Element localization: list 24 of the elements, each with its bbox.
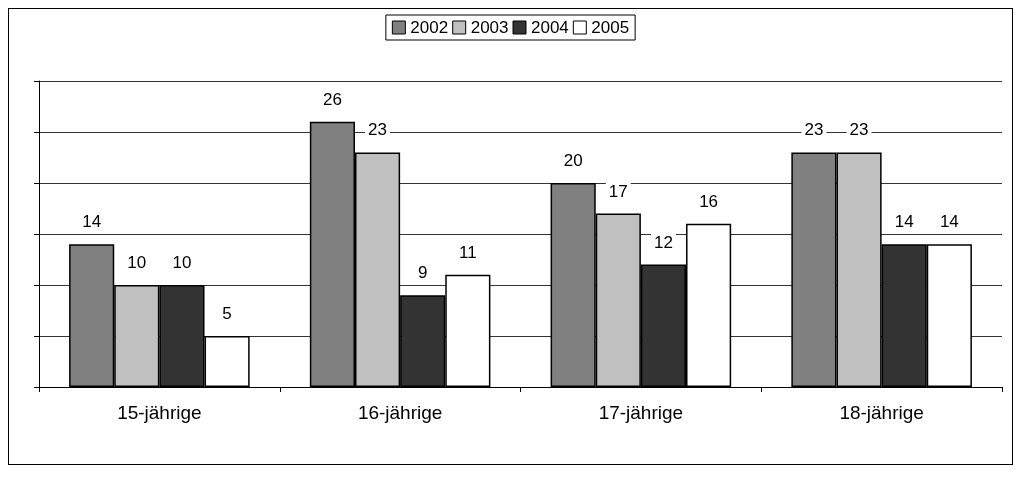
data-label: 23 [368,120,388,140]
legend-label: 2002 [410,18,449,37]
data-label: 14 [894,212,914,232]
legend-label: 2003 [470,18,509,37]
data-label: 20 [563,151,583,170]
data-label: 9 [417,263,428,283]
x-tick-label: 16-jährige [357,402,443,423]
legend-label: 2004 [531,18,569,37]
x-tick-label: 15-jährige [117,402,202,423]
data-label: 5 [222,304,232,323]
data-label: 16 [699,191,719,211]
data-label: 10 [172,253,192,272]
data-label: 26 [322,89,342,109]
data-label: 12 [653,232,673,252]
data-label: 17 [608,181,628,201]
x-tick-label: 18-jährige [839,402,924,423]
data-label: 23 [804,120,824,140]
data-label: 14 [82,212,102,232]
legend-label: 2005 [591,18,630,37]
data-label: 10 [127,253,147,272]
data-label: 14 [939,212,959,232]
data-label: 23 [849,120,869,140]
data-label: 11 [459,242,477,262]
x-tick-label: 17-jährige [598,402,684,423]
